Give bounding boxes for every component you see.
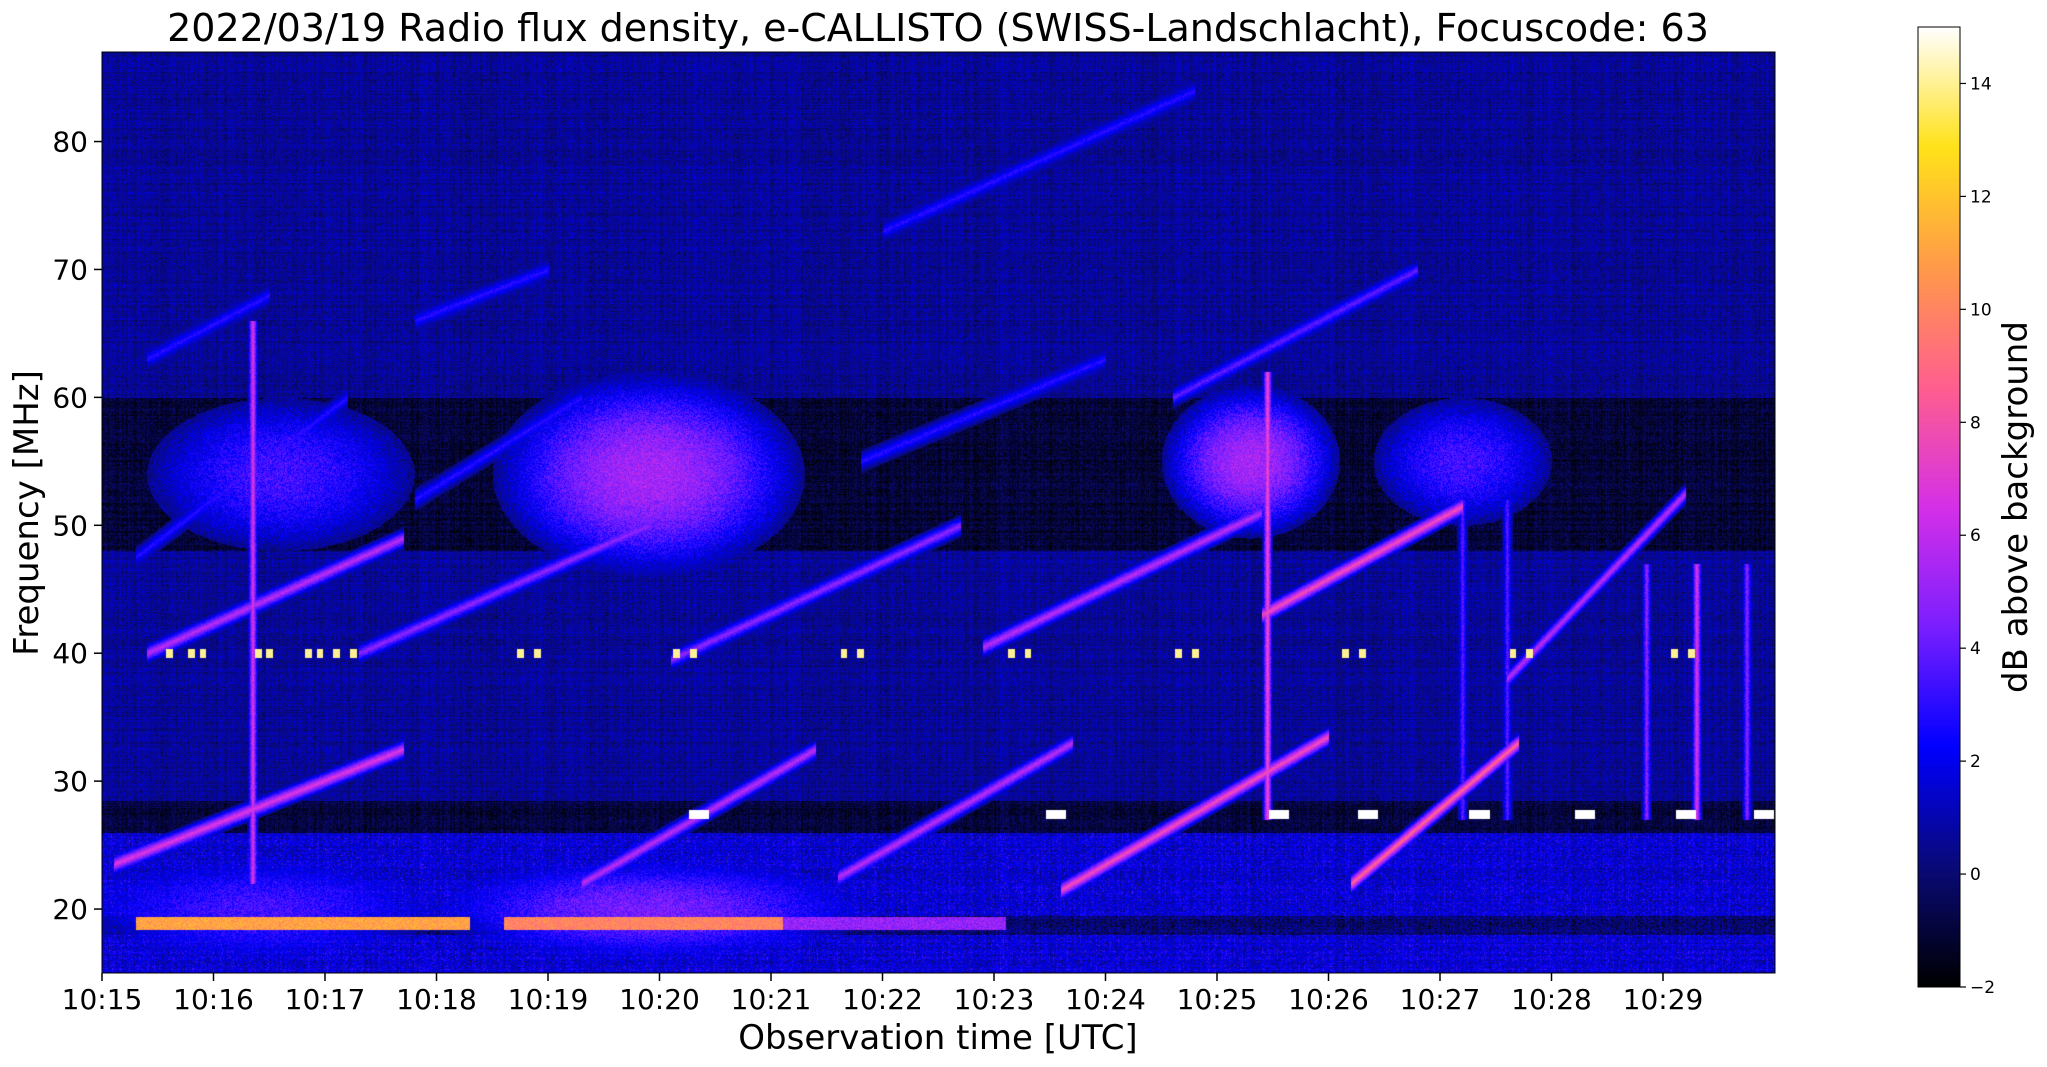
x-tick-label: 10:27	[1400, 983, 1481, 1016]
x-tick-label: 10:29	[1623, 983, 1704, 1016]
colorbar-tick-label: 0	[1970, 865, 1981, 885]
x-tick-label: 10:24	[1065, 983, 1146, 1016]
x-tick-label: 10:23	[954, 983, 1035, 1016]
colorbar-gradient	[1918, 27, 1960, 987]
x-tick-label: 10:20	[619, 983, 700, 1016]
y-tick-label: 60	[52, 381, 88, 414]
colorbar-tick-label: 2	[1970, 752, 1981, 772]
x-tick-label: 10:17	[285, 983, 366, 1016]
colorbar: −2 0 2 4 6 8 10 12 14 dB above background	[1917, 26, 2036, 998]
x-tick-label: 10:21	[731, 983, 812, 1016]
x-tick-label: 10:18	[396, 983, 477, 1016]
x-tick-label: 10:16	[173, 983, 254, 1016]
x-axis: 10:15 10:16 10:17 10:18 10:19 10:20 10:21 10:22…	[62, 973, 1704, 1016]
y-axis: 20 30 40 50 60 70 80	[52, 126, 102, 926]
y-tick-label: 30	[52, 765, 88, 798]
y-axis-label: Frequency [MHz]	[7, 370, 47, 656]
colorbar-ticks: −2 0 2 4 6 8 10 12 14	[1960, 74, 1995, 998]
x-tick-label: 10:25	[1177, 983, 1258, 1016]
x-tick-label: 10:15	[62, 983, 143, 1016]
x-tick-label: 10:26	[1288, 983, 1369, 1016]
colorbar-tick-label: 12	[1970, 187, 1992, 207]
y-tick-label: 40	[52, 637, 88, 670]
y-tick-label: 20	[52, 893, 88, 926]
chart-title: 2022/03/19 Radio flux density, e-CALLIST…	[167, 6, 1709, 50]
x-tick-label: 10:22	[842, 983, 923, 1016]
y-tick-label: 80	[52, 126, 88, 159]
x-axis-label: Observation time [UTC]	[738, 1018, 1137, 1058]
x-tick-label: 10:19	[508, 983, 589, 1016]
colorbar-tick-label: 10	[1970, 300, 1992, 320]
colorbar-label: dB above background	[1996, 321, 2036, 693]
x-tick-label: 10:28	[1511, 983, 1592, 1016]
heatmap-image	[102, 52, 1775, 973]
colorbar-tick-label: 14	[1970, 74, 1992, 94]
y-tick-label: 70	[52, 253, 88, 286]
colorbar-tick-label: 8	[1970, 413, 1981, 433]
colorbar-tick-label: 6	[1970, 526, 1981, 546]
colorbar-tick-label: −2	[1970, 978, 1995, 998]
colorbar-tick-label: 4	[1970, 639, 1981, 659]
spectrogram-plot-area	[101, 51, 1776, 974]
y-tick-label: 50	[52, 509, 88, 542]
